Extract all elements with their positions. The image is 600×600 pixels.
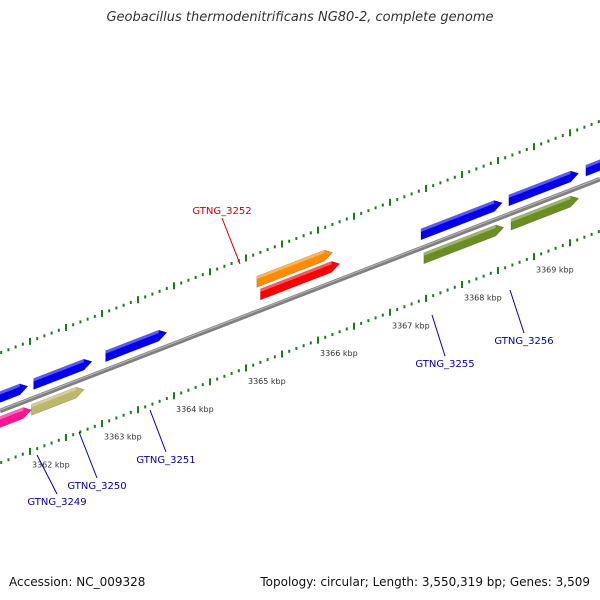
gene-label-leader: [509, 289, 525, 334]
gene-label[interactable]: GTNG_3256: [494, 336, 553, 347]
gene-arrow-highlight: [0, 383, 20, 395]
gene-arrow-orange[interactable]: [256, 249, 333, 288]
scale-tick-label: 3367 kbp: [392, 321, 430, 330]
gene-arrow-body: [420, 200, 503, 241]
gene-labels: GTNG_3249 GTNG_3250 GTNG_3251 GTNG_3252 GTNG…: [27, 206, 553, 508]
gene-arrow-body: [0, 383, 29, 403]
gene-label[interactable]: GTNG_3255: [415, 359, 474, 370]
backbone-highlight: [0, 177, 600, 411]
gene-label[interactable]: GTNG_3249: [27, 497, 86, 508]
gene-label-leader: [78, 431, 98, 479]
scale-tick-label: 3362 kbp: [32, 460, 70, 469]
scale-labels: 3362 kbp 3363 kbp 3364 kbp 3365 kbp 3366 kbp…: [32, 266, 574, 470]
gene-label-leader: [149, 409, 167, 453]
gene-arrow-body: [0, 407, 32, 428]
gene-label[interactable]: GTNG_3252: [192, 206, 251, 217]
scale-tick-label: 3365 kbp: [248, 377, 286, 386]
gene-arrow-highlight: [0, 407, 24, 420]
gene-arrow-blue[interactable]: [585, 141, 600, 177]
backbone-line: [0, 177, 600, 414]
scale-tick-label: 3363 kbp: [104, 433, 142, 442]
scale-tick-label: 3364 kbp: [176, 405, 214, 414]
gene-arrow-highlight: [31, 387, 76, 408]
gene-features: [0, 141, 600, 428]
gene-arrow-olive_green[interactable]: [510, 195, 580, 231]
gene-arrow-blue[interactable]: [508, 170, 580, 207]
gene-arrow-blue[interactable]: [105, 329, 168, 363]
gene-arrow-highlight: [585, 159, 600, 169]
gene-arrow-highlight: [510, 196, 571, 223]
genome-backbone: [0, 177, 600, 414]
gene-arrow-highlight: [33, 359, 84, 382]
gene-arrow-body: [423, 224, 505, 265]
gene-arrow-blue[interactable]: [0, 383, 29, 405]
outer-tick-ring: [0, 120, 600, 355]
gene-label-leader: [36, 454, 58, 495]
inner-tick-ring: [0, 230, 600, 465]
scale-tick-label: 3366 kbp: [320, 349, 358, 358]
gene-arrow-body: [585, 159, 600, 177]
accession-text: Accession: NC_009328: [9, 575, 146, 589]
gene-arrow-body: [508, 170, 580, 207]
gene-label-leader: [221, 217, 241, 265]
gene-arrow-body: [31, 386, 85, 416]
gene-arrow-red[interactable]: [260, 261, 341, 301]
scale-tick-label: 3368 kbp: [464, 293, 502, 302]
gene-arrow-blue[interactable]: [420, 200, 503, 241]
gene-arrow-highlight: [420, 200, 495, 232]
gene-arrow-blue[interactable]: [33, 358, 93, 390]
gene-arrow-body: [105, 329, 168, 363]
gene-arrow-highlight: [508, 171, 571, 198]
gene-arrow-khaki[interactable]: [31, 386, 85, 416]
gene-arrow-olive_green[interactable]: [423, 224, 505, 265]
gene-arrow-highlight: [105, 330, 159, 354]
scale-tick-label: 3369 kbp: [536, 266, 574, 275]
gene-arrow-highlight: [423, 224, 496, 256]
gene-arrow-body: [256, 249, 333, 288]
gene-arrow-body: [510, 195, 580, 231]
gene-label-leader: [431, 314, 446, 357]
gene-label[interactable]: GTNG_3250: [67, 481, 126, 492]
gene-arrow-highlight: [260, 261, 332, 292]
map-title: Geobacillus thermodenitrificans NG80-2, …: [106, 10, 494, 25]
gene-arrow-magenta[interactable]: [0, 407, 32, 428]
gene-arrow-highlight: [256, 250, 325, 280]
gene-label[interactable]: GTNG_3251: [136, 455, 195, 466]
gene-arrow-body: [260, 261, 341, 301]
genome-summary-text: Topology: circular; Length: 3,550,319 bp…: [260, 575, 590, 589]
gene-arrow-body: [33, 358, 93, 390]
